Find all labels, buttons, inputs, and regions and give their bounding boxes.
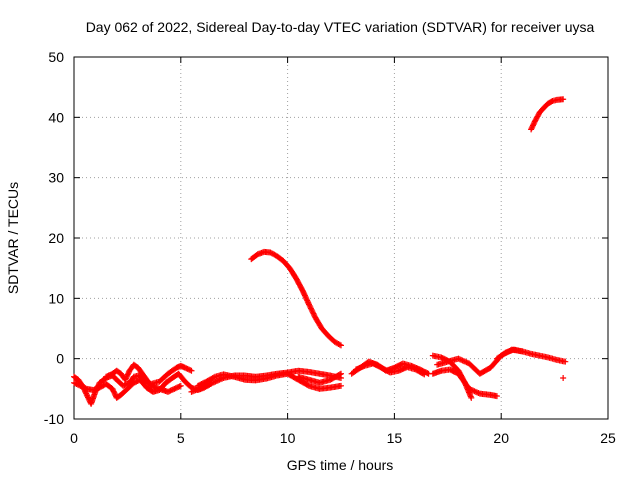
- data-point: [176, 383, 183, 390]
- data-point: [462, 358, 469, 365]
- data-point: [531, 118, 538, 125]
- data-point: [311, 311, 318, 318]
- data-point: [336, 371, 343, 378]
- y-tick-label: 10: [48, 290, 64, 306]
- grid: [74, 57, 608, 419]
- axis-ticks: 0 5 10 15 20 25 -10 0 10 20 30 40 50: [44, 49, 616, 446]
- data-point: [472, 388, 479, 395]
- data-point: [463, 359, 470, 366]
- x-tick-label: 25: [600, 430, 616, 446]
- data-point: [177, 382, 184, 389]
- data-points: [71, 96, 569, 407]
- data-point: [188, 367, 195, 374]
- y-tick-label: 20: [48, 230, 64, 246]
- data-point: [336, 341, 343, 348]
- x-tick-label: 15: [387, 430, 403, 446]
- y-tick-label: 0: [56, 351, 64, 367]
- data-point: [187, 367, 194, 374]
- data-point: [458, 356, 465, 363]
- data-point: [562, 358, 569, 365]
- data-point: [305, 301, 312, 308]
- data-point: [493, 393, 500, 400]
- data-point: [210, 374, 217, 381]
- data-point: [460, 358, 467, 365]
- data-point: [560, 374, 567, 381]
- series-arc9: [352, 360, 428, 378]
- data-point: [308, 306, 315, 313]
- data-point: [306, 302, 313, 309]
- data-point: [467, 386, 474, 393]
- data-point: [471, 388, 478, 395]
- series-arc13: [493, 346, 569, 365]
- series-arc11: [429, 366, 500, 400]
- x-tick-label: 20: [493, 430, 509, 446]
- series-arc7: [248, 248, 344, 349]
- data-point: [310, 310, 317, 317]
- data-point: [199, 384, 206, 391]
- x-tick-label: 10: [280, 430, 296, 446]
- data-point: [475, 390, 482, 397]
- data-point: [474, 389, 481, 396]
- data-point: [338, 370, 344, 377]
- data-point: [560, 96, 567, 103]
- data-point: [456, 356, 463, 363]
- x-axis-label: GPS time / hours: [287, 457, 394, 473]
- x-tick-label: 5: [177, 430, 185, 446]
- y-tick-label: 40: [48, 109, 64, 125]
- data-point: [309, 309, 316, 316]
- y-tick-label: 50: [48, 49, 64, 65]
- data-point: [420, 370, 427, 377]
- data-point: [470, 387, 477, 394]
- data-point: [466, 385, 473, 392]
- data-point: [338, 382, 344, 389]
- data-point: [338, 342, 344, 349]
- x-tick-label: 0: [70, 430, 78, 446]
- series-arc14: [528, 96, 567, 133]
- data-point: [307, 305, 314, 312]
- data-point: [307, 304, 314, 311]
- data-point: [468, 394, 475, 401]
- data-point: [455, 355, 462, 362]
- series-arc3: [103, 361, 184, 395]
- data-point: [309, 308, 316, 315]
- data-point: [459, 357, 466, 364]
- series-outlier: [560, 374, 567, 381]
- y-tick-label: 30: [48, 170, 64, 186]
- series-arc6: [295, 370, 344, 386]
- data-point: [468, 387, 475, 394]
- chart-title: Day 062 of 2022, Sidereal Day-to-day VTE…: [86, 19, 595, 35]
- data-point: [421, 371, 428, 378]
- y-axis-label: SDTVAR / TECUs: [5, 182, 21, 294]
- y-tick-label: -10: [44, 411, 64, 427]
